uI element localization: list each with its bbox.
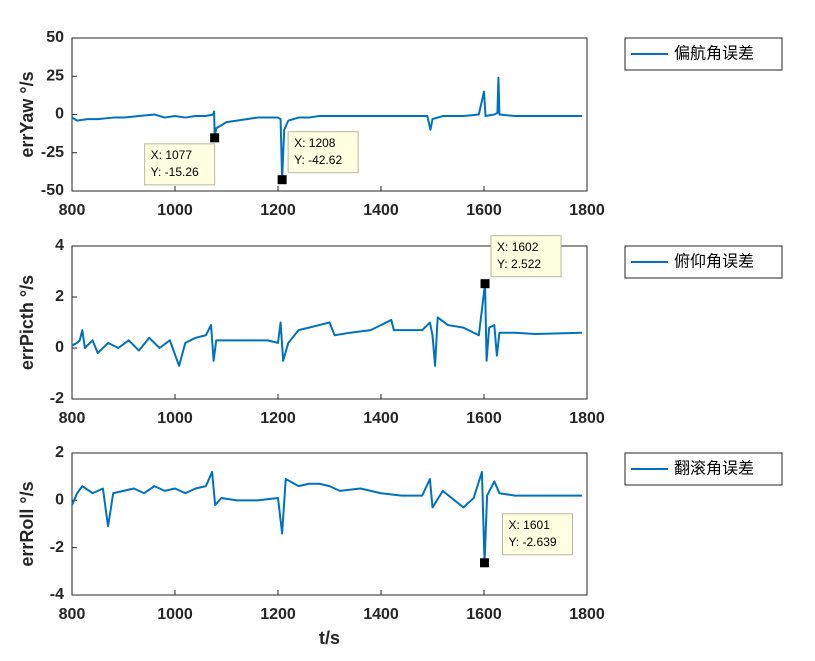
x-tick-label: 1200 [260,202,296,219]
x-tick-label: 1000 [157,202,193,219]
datatip: X: 1601 Y: -2.639 [502,513,574,556]
datatip-x: X: 1208 [294,136,336,150]
x-tick-label: 1800 [569,202,605,219]
datatip: X: 1077 Y: -15.26 [144,143,216,186]
x-tick-label: 800 [59,202,86,219]
data-line [71,470,582,564]
y-tick-label: -50 [41,182,64,199]
datatip-box [287,131,359,174]
y-tick-label: -2 [50,539,64,556]
x-tick-label: 1200 [260,410,296,427]
y-tick-label: 0 [55,339,64,356]
y-tick-label: 0 [55,492,64,509]
x-tick-label: 1000 [157,410,193,427]
datatip-y: Y: 2.522 [497,257,541,271]
x-tick-label: 1400 [363,202,399,219]
datatip-marker [480,558,490,568]
x-tick-label: 800 [59,606,86,623]
data-line [71,76,582,181]
legend-label: 翻滚角误差 [674,459,754,478]
x-tick-label: 1600 [466,606,502,623]
y-tick-label: 50 [46,29,64,46]
data-line [71,282,582,367]
datatip-x: X: 1601 [509,518,551,532]
datatip-box [490,235,562,278]
legend-label: 偏航角误差 [674,44,754,63]
y-tick-label: 2 [55,444,64,461]
x-tick-label: 1600 [466,410,502,427]
datatip-marker [277,175,287,185]
x-tick-label: 1800 [569,410,605,427]
y-tick-label: 0 [55,106,64,123]
x-axis-label: t/s [319,628,340,648]
datatip-y: Y: -15.26 [151,165,199,179]
datatip-x: X: 1602 [497,240,539,254]
x-tick-label: 1200 [260,606,296,623]
x-tick-label: 1400 [363,410,399,427]
x-tick-label: 1800 [569,606,605,623]
datatip-box [144,143,216,186]
y-axis-label: errYaw °/s [17,71,37,157]
y-axis-label: errRoll °/s [17,481,37,566]
datatip-marker [480,279,490,289]
axes-box [71,452,588,596]
datatip-y: Y: -2.639 [509,535,557,549]
datatip: X: 1602 Y: 2.522 [490,235,562,278]
y-tick-label: -2 [50,390,64,407]
datatip-box [502,513,574,556]
x-tick-label: 1000 [157,606,193,623]
y-tick-label: 2 [55,288,64,305]
x-tick-label: 1400 [363,606,399,623]
datatip-marker [210,133,220,143]
legend-label: 俯仰角误差 [674,252,754,271]
x-tick-label: 1600 [466,202,502,219]
y-tick-label: 25 [46,67,64,84]
datatip-y: Y: -42.62 [294,153,342,167]
x-tick-label: 800 [59,410,86,427]
y-axis-label: errPicth °/s [17,275,37,370]
datatip: X: 1208 Y: -42.62 [287,131,359,174]
y-tick-label: 4 [55,237,64,254]
y-tick-label: -25 [41,144,64,161]
datatip-x: X: 1077 [151,148,193,162]
y-tick-label: -4 [50,586,64,603]
